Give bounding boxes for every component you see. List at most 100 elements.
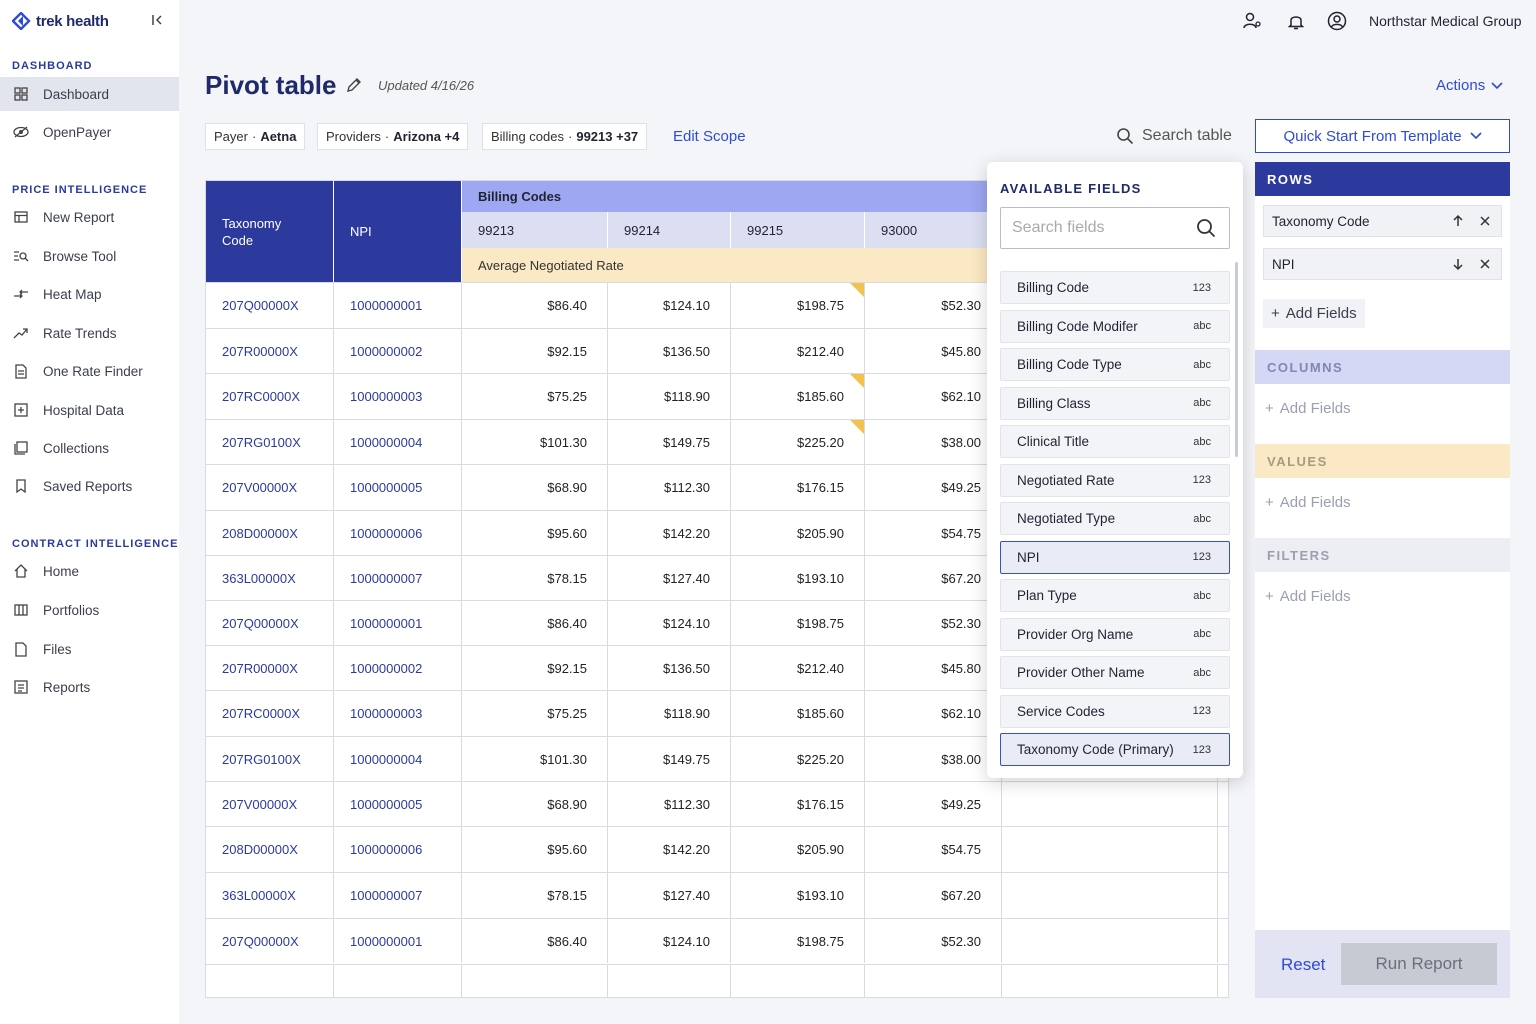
taxonomy-code-cell[interactable]: 207RG0100X <box>206 737 334 781</box>
npi-cell[interactable]: 1000000004 <box>334 737 462 781</box>
npi-cell[interactable]: 1000000004 <box>334 420 462 464</box>
taxonomy-code-cell[interactable]: 207Q00000X <box>206 601 334 645</box>
edit-scope-link[interactable]: Edit Scope <box>673 128 746 145</box>
nav-item-reports[interactable]: Reports <box>0 670 179 704</box>
flag-marker[interactable] <box>850 374 864 388</box>
nav-item-files[interactable]: Files <box>0 632 179 666</box>
npi-cell[interactable]: 1000000005 <box>334 782 462 826</box>
taxonomy-code-cell[interactable]: 207V00000X <box>206 782 334 826</box>
taxonomy-code-cell[interactable]: 363L00000X <box>206 873 334 918</box>
available-field-item[interactable]: Negotiated Rate 123 <box>1000 463 1230 497</box>
available-field-item[interactable]: Billing Code Modifer abc <box>1000 309 1230 343</box>
scope-chip-billing-codes[interactable]: Billing codes · 99213 +37 <box>482 123 648 150</box>
run-report-button[interactable]: Run Report <box>1341 943 1497 985</box>
available-field-item[interactable]: Clinical Title abc <box>1000 425 1230 458</box>
taxonomy-code-cell[interactable]: 207RG0100X <box>206 420 334 464</box>
nav-item-dashboard[interactable]: Dashboard <box>0 77 179 111</box>
nav-item-label: Dashboard <box>43 86 110 102</box>
nav-item-new-report[interactable]: New Report <box>0 200 179 234</box>
rows-add-fields-button[interactable]: + Add Fields <box>1263 299 1365 328</box>
col-header-code[interactable]: 99213 <box>462 212 608 248</box>
col-header-code[interactable]: 99214 <box>608 212 731 248</box>
scope-chip-providers[interactable]: Providers · Arizona +4 <box>317 123 469 150</box>
table-row: 208D00000X 1000000006 $95.60 $142.20 $205.90… <box>206 510 1228 555</box>
taxonomy-code-cell[interactable]: 207Q00000X <box>206 919 334 963</box>
bell-icon[interactable] <box>1286 11 1306 31</box>
nav-item-saved-reports[interactable]: Saved Reports <box>0 469 179 503</box>
taxonomy-code-cell[interactable]: 207R00000X <box>206 646 334 690</box>
field-type-badge: abc <box>1193 628 1211 640</box>
scope-chip-payer[interactable]: Payer · Aetna <box>205 123 306 150</box>
reset-button[interactable]: Reset <box>1281 955 1326 974</box>
npi-cell[interactable]: 1000000001 <box>334 283 462 328</box>
search-table[interactable]: Search table <box>1116 127 1232 145</box>
collapse-left-icon[interactable] <box>150 13 166 29</box>
available-field-item[interactable]: Plan Type abc <box>1000 579 1230 612</box>
row-field-taxonomy-code[interactable]: Taxonomy Code <box>1263 205 1502 237</box>
npi-cell[interactable]: 1000000005 <box>334 465 462 510</box>
rate-cell: $198.75 <box>731 601 865 645</box>
values-add-fields-button[interactable]: + Add Fields <box>1265 494 1351 511</box>
flag-marker[interactable] <box>850 283 864 297</box>
close-icon[interactable] <box>1478 257 1492 271</box>
available-field-item[interactable]: Billing Code 123 <box>1000 271 1230 304</box>
org-name[interactable]: Northstar Medical Group <box>1369 13 1522 29</box>
npi-cell[interactable]: 1000000002 <box>334 329 462 373</box>
col-header-npi[interactable]: NPI <box>334 181 461 282</box>
npi-cell[interactable]: 1000000001 <box>334 601 462 645</box>
search-fields-input[interactable]: Search fields <box>1000 207 1230 249</box>
taxonomy-code-cell[interactable]: 207V00000X <box>206 465 334 510</box>
nav-item-openpayer[interactable]: OpenPayer <box>0 115 179 149</box>
users-settings-icon[interactable] <box>1242 11 1262 31</box>
nav-item-home[interactable]: Home <box>0 554 179 588</box>
available-field-item[interactable]: Billing Class abc <box>1000 386 1230 420</box>
col-header-taxonomy[interactable]: Taxonomy Code <box>206 181 333 282</box>
nav-item-heat-map[interactable]: Heat Map <box>0 277 179 311</box>
npi-cell[interactable]: 1000000003 <box>334 691 462 736</box>
rate-cell: $127.40 <box>608 873 731 918</box>
npi-cell[interactable]: 1000000001 <box>334 919 462 963</box>
field-name: Negotiated Type <box>1017 511 1116 526</box>
available-field-item[interactable]: Taxonomy Code (Primary) 123 <box>1000 733 1230 766</box>
arrow-up-icon[interactable] <box>1451 214 1465 228</box>
nav-item-rate-trends[interactable]: Rate Trends <box>0 316 179 350</box>
available-field-item[interactable]: Provider Org Name abc <box>1000 617 1230 651</box>
arrow-down-icon[interactable] <box>1451 257 1465 271</box>
taxonomy-code-cell[interactable]: 363L00000X <box>206 556 334 600</box>
actions-menu[interactable]: Actions <box>1436 77 1503 94</box>
pencil-icon[interactable] <box>345 76 363 94</box>
taxonomy-code-cell[interactable]: 207Q00000X <box>206 283 334 328</box>
quick-start-template-button[interactable]: Quick Start From Template <box>1255 119 1510 153</box>
field-list-scrollbar[interactable] <box>1235 262 1238 457</box>
taxonomy-code-cell[interactable]: 207RC0000X <box>206 374 334 419</box>
taxonomy-code-cell[interactable]: 207R00000X <box>206 329 334 373</box>
close-icon[interactable] <box>1478 214 1492 228</box>
nav-item-one-rate-finder[interactable]: One Rate Finder <box>0 354 179 388</box>
filters-add-fields-button[interactable]: + Add Fields <box>1265 588 1351 605</box>
npi-cell[interactable]: 1000000007 <box>334 873 462 918</box>
npi-cell[interactable]: 1000000006 <box>334 827 462 872</box>
nav-item-hospital-data[interactable]: Hospital Data <box>0 393 179 427</box>
empty-cell <box>334 965 462 997</box>
nav-item-portfolios[interactable]: Portfolios <box>0 593 179 627</box>
flag-marker[interactable] <box>850 420 864 434</box>
available-field-item[interactable]: Billing Code Type abc <box>1000 348 1230 381</box>
nav-item-browse-tool[interactable]: Browse Tool <box>0 239 179 273</box>
available-field-item[interactable]: Negotiated Type abc <box>1000 502 1230 535</box>
user-circle-icon[interactable] <box>1327 11 1347 31</box>
row-field-npi[interactable]: NPI <box>1263 248 1502 280</box>
available-field-item[interactable]: Service Codes 123 <box>1000 694 1230 728</box>
taxonomy-code-cell[interactable]: 207RC0000X <box>206 691 334 736</box>
available-field-item[interactable]: NPI 123 <box>1000 540 1230 574</box>
taxonomy-code-cell[interactable]: 208D00000X <box>206 827 334 872</box>
col-header-code[interactable]: 99215 <box>731 212 865 248</box>
npi-cell[interactable]: 1000000007 <box>334 556 462 600</box>
columns-add-fields-button[interactable]: + Add Fields <box>1265 400 1351 417</box>
brand-logo[interactable]: trek health <box>12 12 109 30</box>
npi-cell[interactable]: 1000000002 <box>334 646 462 690</box>
taxonomy-code-cell[interactable]: 208D00000X <box>206 511 334 555</box>
npi-cell[interactable]: 1000000003 <box>334 374 462 419</box>
available-field-item[interactable]: Provider Other Name abc <box>1000 656 1230 689</box>
npi-cell[interactable]: 1000000006 <box>334 511 462 555</box>
nav-item-collections[interactable]: Collections <box>0 431 179 465</box>
